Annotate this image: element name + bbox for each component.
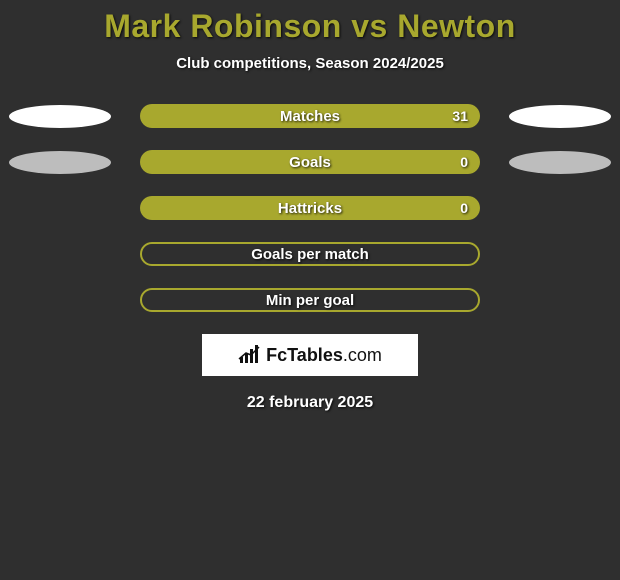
stat-bar-matches: Matches 31 — [140, 104, 480, 128]
player-left-ellipse — [9, 151, 111, 174]
stat-bar-goals-per-match: Goals per match — [140, 242, 480, 266]
page-title: Mark Robinson vs Newton — [0, 8, 620, 45]
logo-text: FcTables.com — [266, 345, 382, 366]
stat-label: Hattricks — [278, 200, 342, 217]
subtitle: Club competitions, Season 2024/2025 — [0, 55, 620, 72]
date-text: 22 february 2025 — [0, 394, 620, 412]
stat-bar-goals: Goals 0 — [140, 150, 480, 174]
stat-row: Hattricks 0 — [0, 196, 620, 220]
chart-icon — [238, 345, 262, 365]
stat-label: Matches — [280, 108, 340, 125]
stat-label: Min per goal — [266, 292, 354, 309]
stat-value: 0 — [460, 200, 468, 216]
player-right-ellipse — [509, 151, 611, 174]
stat-label: Goals per match — [251, 246, 369, 263]
stat-row: Goals per match — [0, 242, 620, 266]
stat-row: Goals 0 — [0, 150, 620, 174]
stat-value: 0 — [460, 154, 468, 170]
stat-label: Goals — [289, 154, 331, 171]
comparison-infographic: Mark Robinson vs Newton Club competition… — [0, 0, 620, 412]
stat-rows: Matches 31 Goals 0 Hattricks 0 Goals per… — [0, 104, 620, 312]
player-left-ellipse — [9, 105, 111, 128]
stat-value: 31 — [452, 108, 468, 124]
source-logo: FcTables.com — [202, 334, 418, 376]
stat-row: Matches 31 — [0, 104, 620, 128]
stat-bar-hattricks: Hattricks 0 — [140, 196, 480, 220]
stat-bar-min-per-goal: Min per goal — [140, 288, 480, 312]
stat-row: Min per goal — [0, 288, 620, 312]
player-right-ellipse — [509, 105, 611, 128]
